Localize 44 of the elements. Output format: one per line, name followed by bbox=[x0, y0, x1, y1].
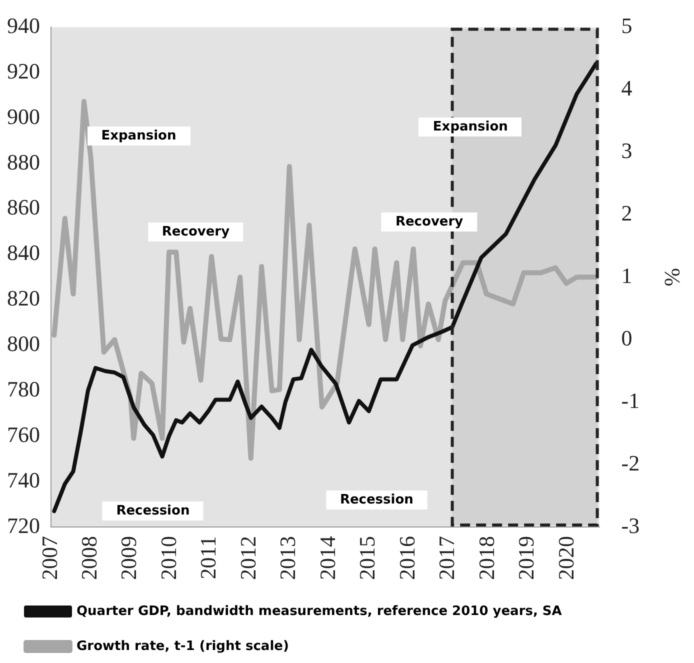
y2-tick-label: -2 bbox=[621, 450, 640, 476]
y-tick-label: 760 bbox=[7, 422, 40, 447]
legend-label: Growth rate, t-1 (right scale) bbox=[76, 638, 289, 654]
y2-tick-label: 5 bbox=[621, 12, 632, 38]
x-tick-label: 2018 bbox=[474, 536, 499, 580]
x-tick-label: 2020 bbox=[553, 536, 578, 580]
y-tick-label: 720 bbox=[7, 512, 40, 538]
x-tick-label: 2015 bbox=[354, 536, 380, 580]
y2-tick-label: 3 bbox=[621, 138, 632, 163]
annotation: Expansion bbox=[418, 118, 522, 137]
annotation: Recession bbox=[326, 490, 428, 510]
x-tick-label: 2014 bbox=[314, 536, 340, 580]
annotation: Expansion bbox=[87, 126, 190, 146]
x-tick-label: 2007 bbox=[36, 536, 62, 580]
x-tick-label: 2016 bbox=[394, 536, 420, 580]
y-tick-label: 780 bbox=[7, 376, 40, 402]
x-tick-label: 2011 bbox=[196, 536, 221, 580]
y-tick-label: 860 bbox=[7, 194, 40, 220]
y2-tick-label: 1 bbox=[621, 262, 632, 288]
x-tick-label: 2010 bbox=[156, 536, 181, 580]
y-tick-label: 940 bbox=[7, 12, 40, 38]
y-tick-label: 920 bbox=[7, 58, 40, 84]
y-tick-label: 900 bbox=[7, 104, 40, 129]
x-tick-label: 2017 bbox=[434, 536, 460, 580]
y-tick-label: 880 bbox=[7, 149, 40, 174]
y2-tick-label: -3 bbox=[621, 512, 640, 538]
y-tick-label: 820 bbox=[7, 286, 40, 311]
y-tick-label: 740 bbox=[7, 467, 40, 492]
x-tick-label: 2013 bbox=[275, 536, 300, 580]
x-tick-label: 2019 bbox=[514, 536, 539, 580]
y2-tick-label: 0 bbox=[621, 325, 632, 350]
y-tick-label: 840 bbox=[7, 240, 40, 266]
x-tick-label: 2012 bbox=[235, 536, 260, 580]
y-tick-label: 800 bbox=[7, 331, 40, 356]
legend-label: Quarter GDP, bandwidth measurements, reference 2010 years, SA bbox=[76, 604, 562, 619]
y2-tick-label: -1 bbox=[621, 388, 640, 413]
annotation: Recession bbox=[102, 501, 204, 520]
x-tick-label: 2008 bbox=[76, 536, 102, 580]
x-tick-label: 2009 bbox=[116, 536, 142, 580]
y2-axis-title: % bbox=[660, 268, 686, 286]
y2-tick-label: 2 bbox=[621, 200, 632, 226]
annotation: Recovery bbox=[148, 222, 244, 242]
annotation: Recovery bbox=[381, 212, 478, 232]
y2-tick-label: 4 bbox=[621, 75, 632, 100]
